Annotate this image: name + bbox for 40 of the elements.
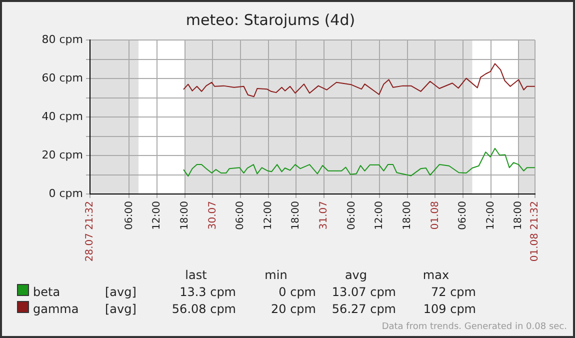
text: 56.08 cpm [170,300,236,317]
x-tick-label: 12:00 [152,201,163,230]
x-tick-label: 31.07 [318,201,330,230]
text: avg [344,267,368,283]
text: 72 cpm [430,284,476,300]
y-tick-label: 80 cpm [42,32,83,46]
x-tick-label: 18:00 [513,201,524,230]
x-tick-label: 12:00 [485,201,496,230]
x-tick-label: 28.07 21:32 [84,201,96,262]
y-tick-label: 0 cpm [48,186,83,200]
legend-label: gamma [32,300,80,317]
text: 56.27 cpm [330,300,396,317]
text: 20 cpm [270,300,316,317]
text: last [184,267,208,283]
x-tick-label: 18:00 [402,201,413,230]
text: max [422,267,450,283]
x-tick-label: 12:00 [374,201,386,230]
text: 13.3 cpm [178,284,236,300]
y-tick-label: 40 cpm [42,110,83,123]
x-tick-label: 30.07 [207,201,218,230]
y-tick-label: 20 cpm [42,148,83,162]
x-tick-label: 06:00 [458,201,469,230]
text: [avg] [104,300,138,317]
x-tick-label: 06:00 [235,201,246,230]
text: min [264,267,288,283]
x-tick-label: 01.08 21:32 [530,201,541,262]
text: 0 cpm [278,284,316,300]
x-tick-label: 06:00 [124,201,135,230]
text: 13.07 cpm [330,284,396,300]
text: [avg] [104,284,138,300]
x-tick-label: 18:00 [290,201,302,230]
chart-title: meteo: Starojums (4d) [186,10,356,29]
legend-label: beta [32,284,62,300]
x-tick-label: 01.08 [430,201,441,230]
y-tick-label: 60 cpm [42,71,83,84]
x-tick-label: 12:00 [262,201,274,230]
text: 109 cpm [422,300,476,317]
x-tick-label: 18:00 [179,201,190,230]
x-tick-label: 06:00 [346,201,358,230]
text: Data from trends. Generated in 0.08 sec. [382,322,567,332]
